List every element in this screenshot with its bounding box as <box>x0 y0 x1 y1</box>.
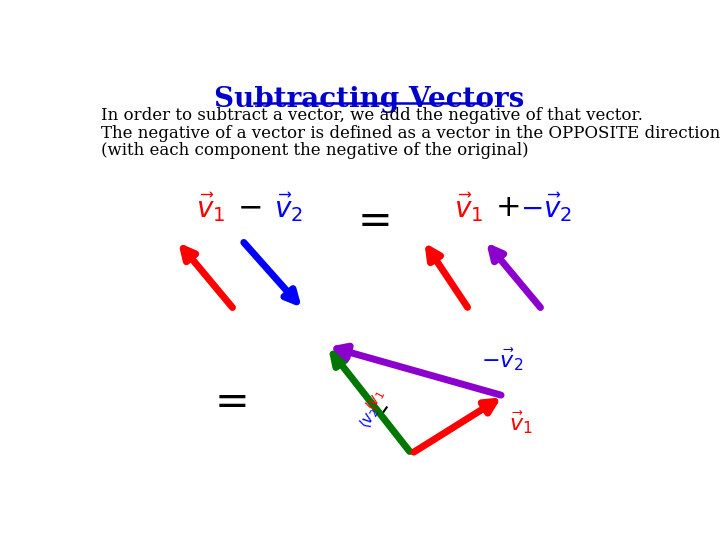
Text: $+$: $+$ <box>495 193 520 222</box>
Text: In order to subtract a vector, we add the negative of that vector.: In order to subtract a vector, we add th… <box>101 107 643 124</box>
Text: $\vec{v}_1$: $\vec{v}_1$ <box>509 409 533 436</box>
Text: $-$: $-$ <box>238 193 262 222</box>
Text: $-\vec{v}_2$: $-\vec{v}_2$ <box>520 190 572 224</box>
Text: $\vec{v}_1$: $\vec{v}_1$ <box>197 190 226 224</box>
Text: $=$: $=$ <box>207 379 247 421</box>
Text: Subtracting Vectors: Subtracting Vectors <box>214 86 524 113</box>
Text: $\langle v_2$: $\langle v_2$ <box>356 403 382 432</box>
Text: (with each component the negative of the original): (with each component the negative of the… <box>101 142 528 159</box>
Text: $=$: $=$ <box>348 198 390 240</box>
Text: $-\vec{v}_2$: $-\vec{v}_2$ <box>481 346 523 373</box>
Text: $\vec{v}_2$: $\vec{v}_2$ <box>274 190 302 224</box>
Text: $\vec{v}_1$: $\vec{v}_1$ <box>454 190 484 224</box>
Text: $\langle v_1$: $\langle v_1$ <box>361 386 389 414</box>
Text: The negative of a vector is defined as a vector in the OPPOSITE direction: The negative of a vector is defined as a… <box>101 125 720 142</box>
